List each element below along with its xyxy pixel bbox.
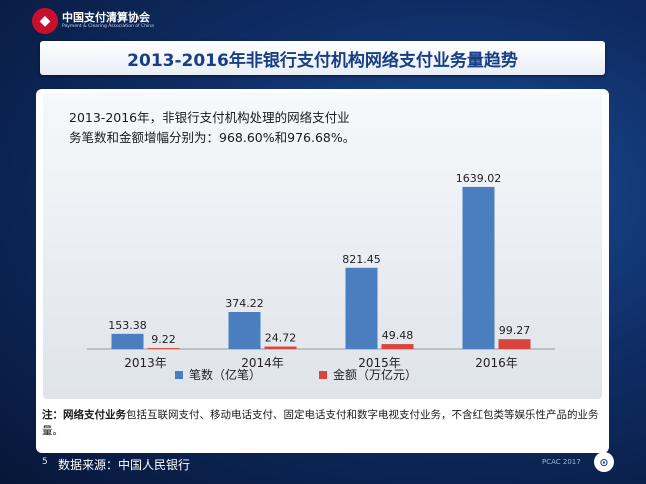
summary-text: 2013-2016年，非银行支付机构处理的网络支付业 务笔数和金额增幅分别为：9… [69,108,469,148]
data-label: 9.22 [151,333,176,346]
org-name-en: Payment & Clearing Association of China [62,24,154,29]
legend-swatch [319,371,327,379]
bar-amount [264,346,297,349]
footer-logo-icon: ⊙ [594,452,614,472]
data-source: 数据来源：中国人民银行 [58,458,191,472]
org-logo: ◆ 中国支付清算协会 Payment & Clearing Associatio… [32,8,154,34]
page-title: 2013-2016年非银行支付机构网络支付业务量趋势 [127,50,518,71]
org-logo-icon: ◆ [32,8,58,34]
bar-count [111,333,144,349]
bar-count [345,267,378,349]
data-label: 1639.02 [456,172,502,185]
footnote-text: 包括互联网支付、移动电话支付、固定电话支付和数字电视支付业务，不含红包类等娱乐性… [42,409,599,437]
x-tick-label: 2013年 [124,356,167,370]
org-name: 中国支付清算协会 [62,11,150,24]
bar-amount [147,348,180,349]
footnote-term: 网络支付业务 [63,409,126,421]
x-tick-label: 2015年 [358,356,401,370]
x-tick-label: 2014年 [241,356,284,370]
data-label: 24.72 [265,332,297,345]
title-bar: 2013-2016年非银行支付机构网络支付业务量趋势 [40,41,605,75]
data-label: 153.38 [108,319,147,332]
data-label: 374.22 [225,297,264,310]
summary-line-1: 2013-2016年，非银行支付机构处理的网络支付业 [69,110,350,125]
summary-line-2: 务笔数和金额增幅分别为：968.60%和976.68%。 [69,130,356,145]
footnote: 注：网络支付业务包括互联网支付、移动电话支付、固定电话支付和数字电视支付业务，不… [42,407,602,439]
page-number: 5 [42,457,48,467]
bar-amount [498,339,531,349]
content-panel: 2013-2016年，非银行支付机构处理的网络支付业 务笔数和金额增幅分别为：9… [36,89,609,453]
chart-panel: 2013-2016年，非银行支付机构处理的网络支付业 务笔数和金额增幅分别为：9… [43,93,602,399]
org-logo-text: 中国支付清算协会 Payment & Clearing Association … [62,12,154,30]
legend-label: 金额（万亿元） [333,367,417,382]
bar-amount [381,344,414,349]
footer-code: PCAC 2017 [542,458,581,466]
x-tick-label: 2016年 [475,356,518,370]
footnote-prefix: 注： [42,409,63,421]
data-label: 99.27 [499,324,531,337]
bar-count [228,311,261,349]
legend-label: 笔数（亿笔） [189,367,261,382]
bar-count [462,186,495,349]
data-label: 49.48 [382,329,414,342]
data-label: 821.45 [342,253,381,266]
bar-chart: 153.38 9.22 2013年 374.22 24.72 2014年 821.45 49.… [87,172,555,382]
legend-swatch [175,371,183,379]
